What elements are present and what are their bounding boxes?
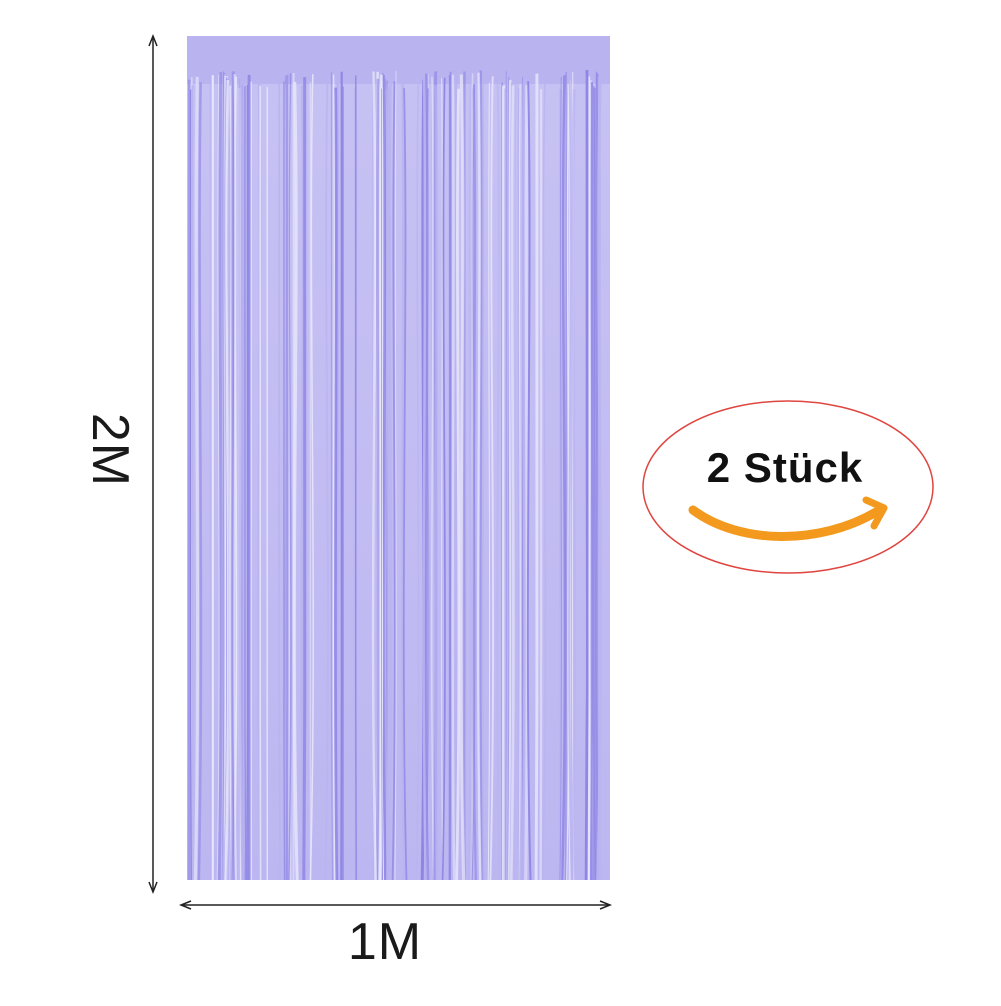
fringe-strand: [526, 85, 528, 880]
fringe-strand: [453, 75, 455, 880]
badge-quantity-text: 2 Stück: [660, 440, 910, 496]
fringe-strand: [593, 88, 595, 880]
fringe-strand: [335, 88, 336, 880]
fringe-strand: [536, 74, 537, 880]
height-label: 2M: [80, 400, 140, 500]
fringe-strand: [190, 90, 191, 880]
fringe-strand: [507, 74, 508, 880]
height-dimension-arrow: [149, 36, 157, 892]
fringe-strand: [284, 81, 285, 880]
fringe-strand: [195, 77, 197, 880]
fringe-strand: [304, 77, 305, 880]
fringe-strand: [483, 81, 484, 880]
fringe-strand: [436, 85, 437, 880]
fringe-strand: [566, 72, 567, 880]
fringe-curtain: [187, 36, 610, 880]
fringe-strand: [541, 89, 542, 880]
fringe-strand: [234, 74, 236, 880]
fringe-strand: [287, 75, 288, 880]
fringe-strand: [247, 85, 248, 880]
fringe-strand: [219, 72, 221, 880]
fringe-strand: [377, 79, 378, 880]
fringe-strand: [586, 70, 587, 880]
fringe-strand: [591, 82, 592, 880]
width-label: 1M: [330, 912, 440, 972]
width-dimension-arrow: [181, 901, 610, 909]
